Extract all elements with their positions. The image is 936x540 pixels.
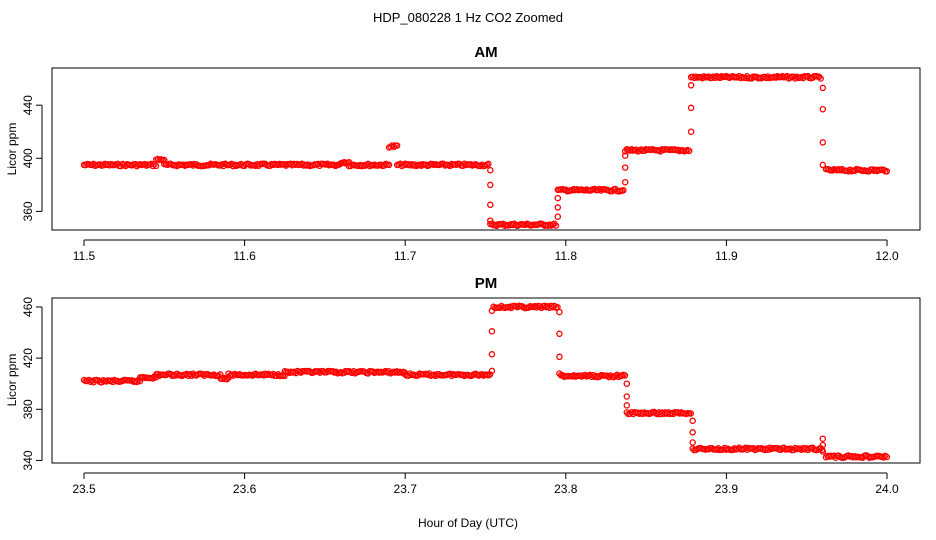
- pm-transition-point: [623, 402, 631, 409]
- pm-transition-point: [689, 429, 696, 436]
- am-data-point: [485, 160, 492, 168]
- am-data-point: [385, 161, 393, 169]
- pm-data-point: [687, 410, 695, 417]
- am-transition-point: [621, 152, 629, 159]
- pm-panel: PM Licor ppm 23.5 23.6 23.7 23.8 23.9 24.0 34…: [5, 275, 921, 496]
- pm-x-tick-label: 23.5: [72, 482, 96, 496]
- am-panel: AM Licor ppm 11.5 11.6 11.7 11.8 11.9 12.0 36…: [5, 44, 921, 263]
- am-data-point: [393, 142, 401, 149]
- pm-transition-point: [689, 417, 696, 425]
- pm-transition-point: [623, 380, 631, 387]
- am-data-point: [620, 187, 627, 194]
- pm-transition-point: [819, 441, 827, 449]
- pm-panel-title: PM: [475, 275, 498, 292]
- figure-title: HDP_080228 1 Hz CO2 Zoomed: [373, 10, 563, 25]
- pm-y-tick-label: 340: [21, 450, 35, 470]
- am-transition-point: [487, 166, 494, 174]
- pm-data-point: [883, 453, 891, 461]
- pm-data-point: [621, 372, 629, 379]
- am-x-tick-label: 11.9: [715, 249, 738, 263]
- x-axis-label: Hour of Day (UTC): [418, 516, 518, 530]
- pm-data-point: [551, 302, 558, 310]
- am-transition-point: [819, 84, 827, 92]
- pm-plot-frame: [51, 297, 921, 464]
- am-transition-point: [487, 217, 494, 224]
- am-transition-point: [554, 204, 562, 211]
- pm-data-point: [223, 375, 231, 383]
- pm-transition-point: [623, 393, 631, 400]
- am-y-tick-label: 400: [21, 148, 35, 168]
- am-data-point: [152, 162, 160, 170]
- am-y-axis-label: Licor ppm: [5, 123, 19, 176]
- am-data-point: [685, 147, 693, 155]
- pm-transition-point: [488, 367, 496, 375]
- am-transition-point: [554, 213, 562, 220]
- am-x-tick-label: 11.5: [73, 249, 96, 263]
- pm-y-tick-label: 380: [21, 399, 35, 419]
- am-transition-point: [621, 178, 629, 186]
- pm-transition-point: [819, 435, 827, 442]
- am-transition-point: [819, 105, 827, 113]
- pm-series: [80, 302, 891, 461]
- pm-y-axis: 340 380 420 460: [21, 297, 43, 470]
- pm-transition-point: [819, 448, 827, 455]
- pm-transition-point: [556, 370, 563, 377]
- am-data-point: [883, 168, 891, 175]
- am-y-tick-label: 440: [21, 95, 35, 115]
- am-panel-title: AM: [474, 44, 497, 61]
- pm-transition-point: [556, 330, 563, 338]
- pm-transition-point: [556, 353, 563, 361]
- pm-x-tick-label: 23.9: [715, 482, 739, 496]
- pm-y-axis-label: Licor ppm: [5, 354, 19, 407]
- pm-data-point: [880, 454, 887, 461]
- pm-transition-point: [488, 328, 496, 335]
- am-data-point: [880, 166, 887, 174]
- am-transition-point: [554, 194, 562, 202]
- am-x-tick-label: 12.0: [875, 249, 899, 263]
- am-data-point: [552, 222, 560, 229]
- pm-x-tick-label: 23.8: [554, 482, 578, 496]
- am-y-tick-label: 360: [21, 201, 35, 221]
- am-data-point: [817, 75, 824, 82]
- am-transition-point: [819, 161, 827, 169]
- am-data-point: [149, 162, 157, 170]
- am-x-tick-label: 11.6: [233, 249, 256, 263]
- am-data-point: [815, 73, 823, 81]
- am-transition-point: [487, 201, 494, 209]
- am-transition-point: [687, 104, 695, 112]
- pm-transition-point: [689, 439, 696, 446]
- pm-x-axis: 23.5 23.6 23.7 23.8 23.9 24.0: [72, 472, 899, 496]
- am-x-tick-label: 11.7: [394, 249, 417, 263]
- pm-x-tick-label: 24.0: [875, 482, 899, 496]
- pm-y-tick-label: 460: [21, 297, 35, 317]
- am-transition-point: [819, 139, 827, 146]
- am-series: [80, 72, 891, 230]
- pm-y-tick-label: 420: [21, 348, 35, 368]
- pm-transition-point: [488, 307, 496, 315]
- am-plot-frame: [51, 67, 921, 231]
- am-transition-point: [621, 164, 629, 171]
- am-transition-point: [687, 82, 695, 89]
- am-data-point: [390, 143, 398, 151]
- am-x-axis: 11.5 11.6 11.7 11.8 11.9 12.0: [73, 239, 899, 263]
- am-transition-point: [687, 128, 695, 135]
- pm-x-tick-label: 23.6: [233, 482, 257, 496]
- am-y-axis: 360 400 440: [21, 95, 43, 221]
- am-x-tick-label: 11.8: [555, 249, 578, 263]
- pm-x-tick-label: 23.7: [394, 482, 418, 496]
- am-transition-point: [487, 181, 494, 189]
- pm-transition-point: [488, 351, 496, 358]
- pm-transition-point: [556, 308, 563, 316]
